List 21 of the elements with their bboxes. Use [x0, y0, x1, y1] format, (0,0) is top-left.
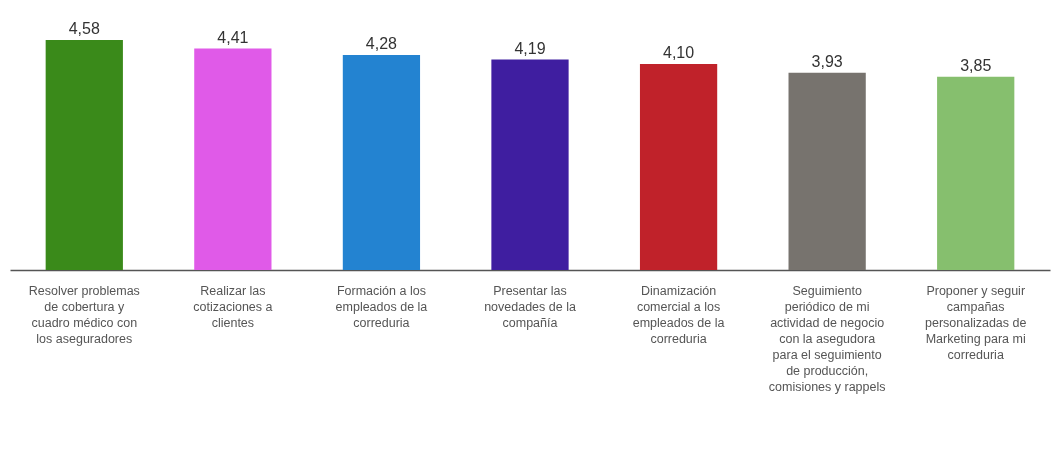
data-label: 3,93	[811, 52, 843, 70]
data-label: 4,19	[514, 39, 546, 57]
bar	[639, 64, 718, 270]
x-tick-label: Resolver problemas de cobertura y cuadro médico con los aseguradores	[28, 283, 140, 346]
bar	[194, 48, 272, 270]
x-tick-label: Formación a los empleados de la correduria	[335, 283, 428, 330]
x-tick-label: Realizar las cotizaciones a clientes	[193, 283, 273, 330]
data-label: 4,28	[365, 35, 398, 53]
bar	[491, 59, 569, 270]
bar	[937, 76, 1015, 270]
data-label: 4,41	[217, 28, 249, 46]
data-label: 3,85	[960, 56, 992, 74]
data-label: 4,10	[663, 44, 695, 62]
x-tick-label: Seguimiento periódico de mi actividad de negocio con la asegudora para el seguimiento de producción, comisiones y rappels	[768, 283, 886, 394]
x-tick-label: Presentar las novedades de la compañía	[484, 283, 576, 330]
bar	[788, 72, 866, 270]
data-label: 4,58	[68, 20, 100, 37]
x-tick-label: Proponer y seguir campañas personalizadas de Marketing para mi correduria	[924, 283, 1027, 362]
x-tick-label: Dinamización comercial a los empleados de la correduria	[632, 283, 725, 346]
bar	[45, 40, 123, 270]
bar	[342, 55, 421, 270]
